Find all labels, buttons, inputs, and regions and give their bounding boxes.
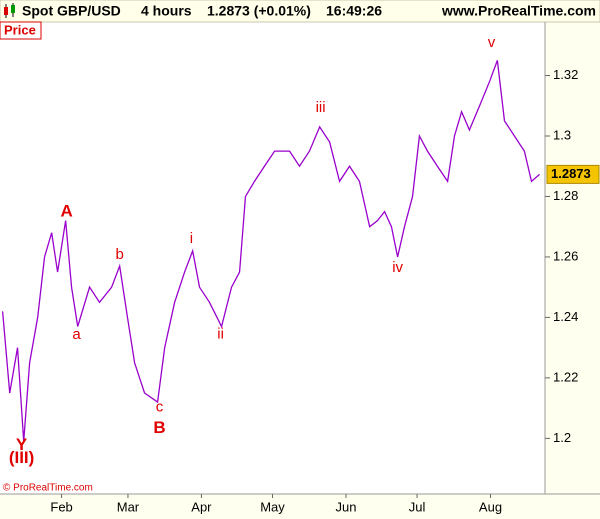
- panel-label: Price: [4, 22, 36, 37]
- y-tick-label: 1.32: [553, 67, 578, 82]
- panel-label-box: [0, 21, 42, 40]
- wave-label: (III): [9, 448, 35, 467]
- wave-label: iv: [392, 259, 403, 276]
- instrument: Spot GBP/USD: [22, 3, 121, 19]
- site: www.ProRealTime.com: [441, 3, 596, 19]
- y-tick-label: 1.26: [553, 248, 578, 263]
- x-tick-label: Mar: [117, 499, 140, 514]
- x-tick-label: Apr: [191, 499, 212, 514]
- last-value-label: 1.2873: [551, 166, 591, 181]
- y-tick-label: 1.2: [553, 430, 571, 445]
- y-tick-label: 1.28: [553, 188, 578, 203]
- header-icon: [4, 3, 15, 18]
- wave-label: v: [488, 34, 496, 51]
- wave-label: c: [156, 398, 164, 415]
- wave-label: B: [153, 418, 165, 437]
- wave-label: ii: [217, 325, 224, 342]
- wave-label: b: [115, 246, 123, 263]
- price-line: [1, 60, 540, 442]
- header-bar: [0, 0, 600, 23]
- copyright: © ProRealTime.com: [3, 483, 93, 494]
- x-tick-label: Jun: [335, 499, 356, 514]
- x-tick-label: Jul: [409, 499, 426, 514]
- plot-area: [0, 22, 545, 494]
- wave-label: i: [190, 230, 193, 247]
- wave-label: Y: [16, 435, 28, 454]
- time: 16:49:26: [326, 3, 382, 19]
- quote: 1.2873 (+0.01%): [207, 3, 311, 19]
- wave-label: A: [60, 202, 72, 221]
- last-value-box: [546, 164, 600, 184]
- wave-label: a: [72, 326, 81, 343]
- x-tick-label: Feb: [50, 499, 72, 514]
- y-tick-label: 1.24: [553, 309, 578, 324]
- y-tick-label: 1.3: [553, 127, 571, 142]
- y-tick-label: 1.22: [553, 369, 578, 384]
- timeframe: 4 hours: [141, 3, 192, 19]
- wave-label: iii: [316, 99, 326, 116]
- x-tick-label: May: [260, 499, 285, 514]
- x-tick-label: Aug: [479, 499, 502, 514]
